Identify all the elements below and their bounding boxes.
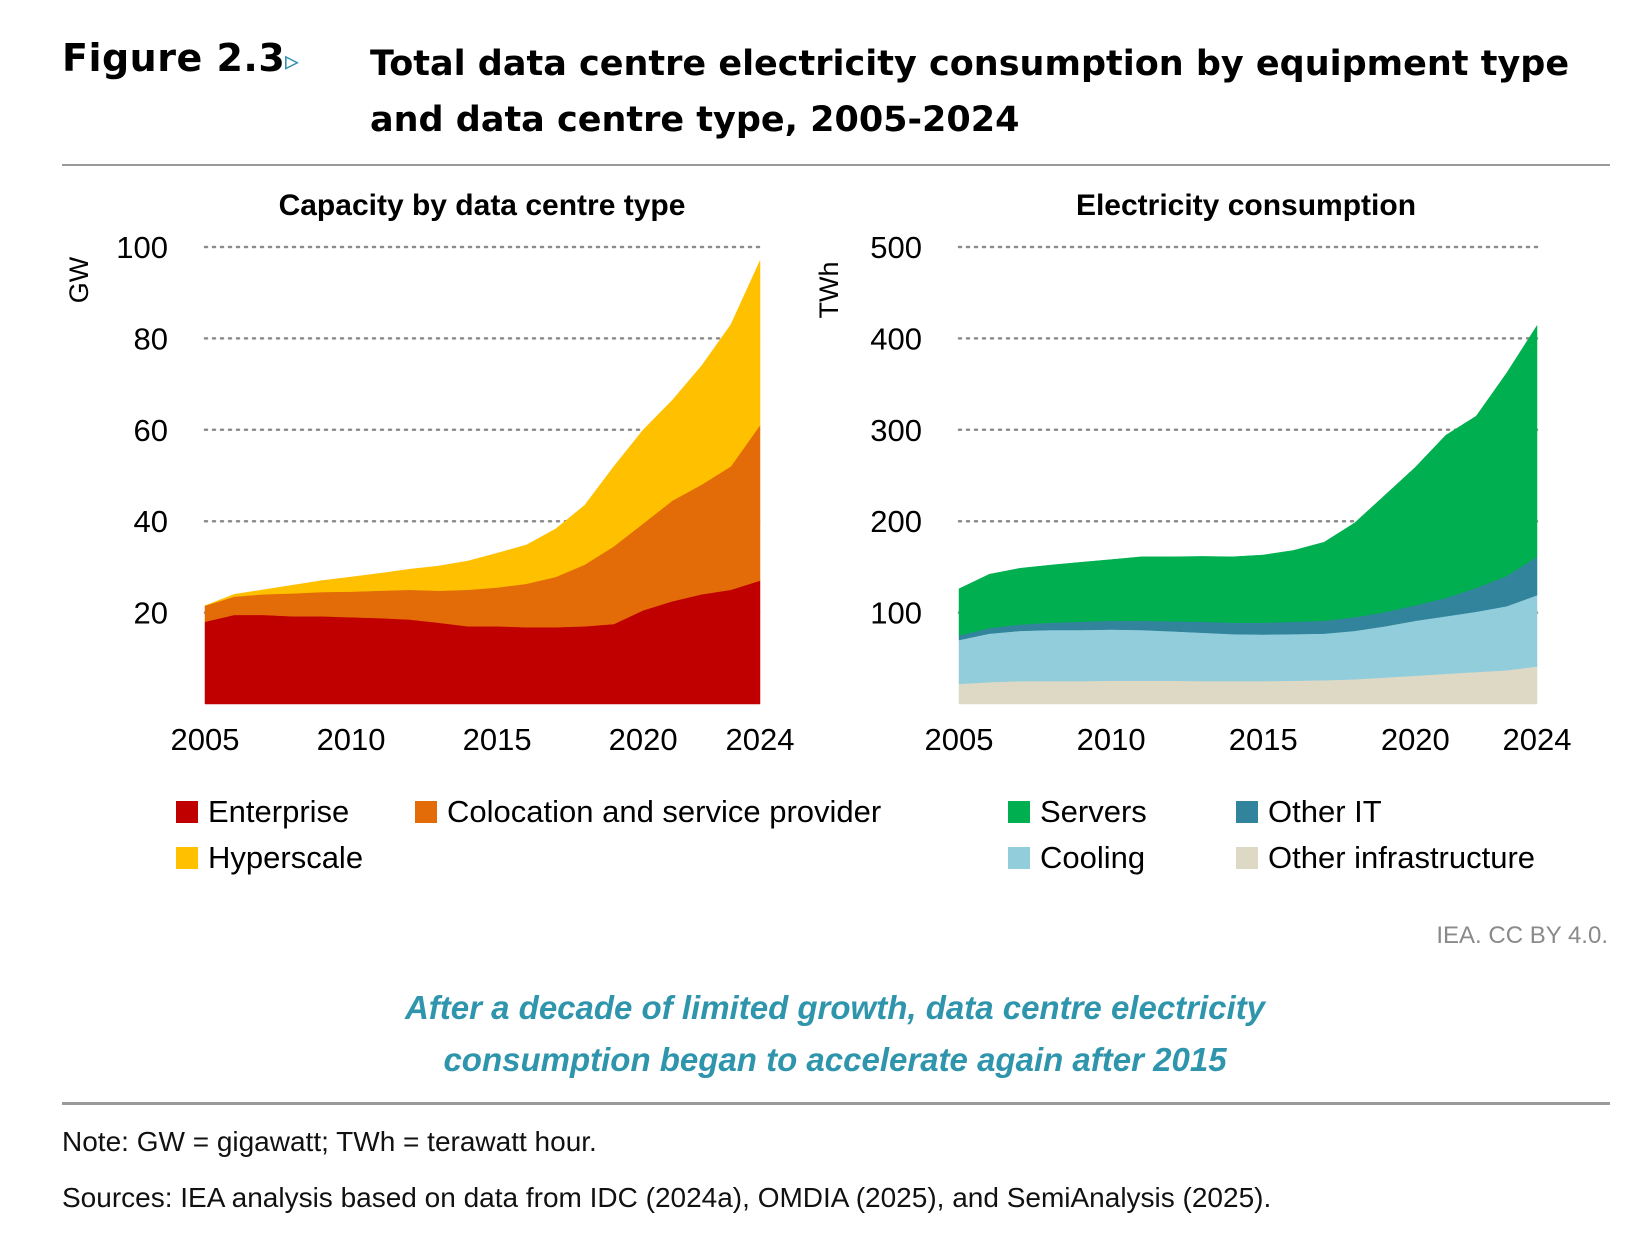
legend-label-cooling: Cooling [1040, 840, 1145, 875]
legend-label-enterprise: Enterprise [208, 794, 349, 829]
y-axis-label: GW [64, 256, 94, 303]
legend-label-servers: Servers [1040, 794, 1147, 829]
figure-label: Figure 2.3 [62, 36, 286, 80]
y-tick-label: 60 [134, 413, 168, 448]
note-text: Note: GW = gigawatt; TWh = terawatt hour… [62, 1126, 597, 1157]
takeaway-text: After a decade of limited growth, data c… [260, 982, 1410, 1086]
chart-title: Capacity by data centre type [279, 189, 686, 222]
legend-swatch-hyperscale [176, 847, 198, 869]
legend-swatch-other-infrastructure [1236, 847, 1258, 869]
x-tick-label: 2015 [463, 722, 532, 757]
x-tick-label: 2024 [726, 722, 795, 757]
y-tick-label: 20 [134, 596, 168, 631]
x-tick-label: 2015 [1229, 722, 1298, 757]
sources-text: Sources: IEA analysis based on data from… [62, 1182, 1272, 1213]
top-divider [62, 164, 1610, 166]
figure-title: Total data centre electricity consumptio… [370, 44, 1570, 140]
y-tick-label: 300 [870, 413, 922, 448]
legend-label-other-it: Other IT [1268, 794, 1382, 829]
x-tick-label: 2020 [609, 722, 678, 757]
legend-swatch-other-it [1236, 801, 1258, 823]
y-tick-label: 200 [870, 504, 922, 539]
x-tick-label: 2010 [317, 722, 386, 757]
y-axis-label: TWh [814, 262, 844, 319]
legend-swatch-cooling [1008, 847, 1030, 869]
x-tick-label: 2005 [925, 722, 994, 757]
charts-area: Capacity by data centre type 20 40 60 80 100 G… [64, 189, 1571, 875]
figure-arrow-icon: ▹ [285, 44, 300, 77]
x-tick-label: 2024 [1503, 722, 1572, 757]
y-tick-label: 500 [870, 230, 922, 265]
takeaway-line-1: After a decade of limited growth, data c… [404, 989, 1266, 1026]
area-hyperscale [204, 260, 761, 606]
x-tick-label: 2020 [1381, 722, 1450, 757]
area-servers [958, 324, 1538, 636]
takeaway-line-2: consumption began to accelerate again af… [443, 1041, 1227, 1078]
x-tick-label: 2010 [1077, 722, 1146, 757]
y-tick-label: 100 [870, 596, 922, 631]
y-tick-label: 80 [134, 321, 168, 356]
legend-label-hyperscale: Hyperscale [208, 840, 363, 875]
y-tick-label: 40 [134, 504, 168, 539]
y-tick-label: 100 [116, 230, 168, 265]
legend-label-other-infrastructure: Other infrastructure [1268, 840, 1535, 875]
legend-swatch-colocation-and-service-provider [415, 801, 437, 823]
x-tick-label: 2005 [171, 722, 240, 757]
legend-swatch-servers [1008, 801, 1030, 823]
legend-swatch-enterprise [176, 801, 198, 823]
credit-text: IEA. CC BY 4.0. [1436, 922, 1608, 949]
bottom-divider [62, 1102, 1610, 1105]
chart-2: Electricity consumption 100 200 300 400 500 TW… [814, 189, 1571, 875]
y-tick-label: 400 [870, 321, 922, 356]
chart-1: Capacity by data centre type 20 40 60 80 100 G… [64, 189, 881, 875]
legend-label-colocation-and-service-provider: Colocation and service provider [447, 794, 881, 829]
chart-title: Electricity consumption [1076, 189, 1416, 222]
